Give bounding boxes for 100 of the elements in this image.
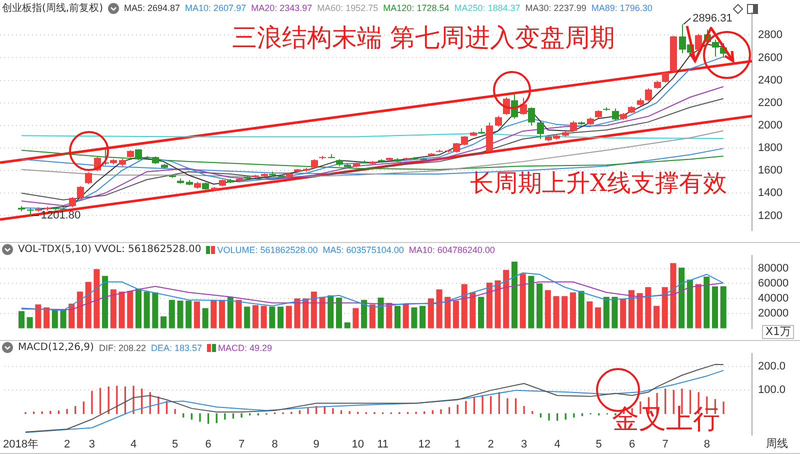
bar <box>294 298 300 328</box>
bar <box>620 299 626 328</box>
text: MA60: 1952.75 <box>317 3 378 13</box>
bar <box>536 283 543 328</box>
bar <box>44 307 50 328</box>
bar <box>110 289 116 328</box>
bar <box>278 306 284 328</box>
bar <box>236 300 242 328</box>
bar <box>68 304 75 328</box>
bar <box>411 307 418 328</box>
bar <box>127 290 134 328</box>
y-tick-label: 2600 <box>758 52 782 64</box>
text: DIF: 208.22 <box>98 342 146 352</box>
bar <box>612 296 618 328</box>
bar <box>394 306 400 328</box>
text: MA5: 2694.87 <box>124 3 180 13</box>
bar <box>645 287 652 328</box>
bar <box>720 286 726 328</box>
bar <box>486 282 492 328</box>
annotation: 金叉上行 <box>612 404 720 435</box>
y-tick-label: 2400 <box>758 74 782 86</box>
candlestick <box>85 172 92 185</box>
bar <box>603 296 610 328</box>
bar <box>160 316 167 328</box>
y-tick-label: 100.0 <box>758 384 786 396</box>
candlestick <box>537 122 544 140</box>
bar <box>695 284 702 328</box>
bar <box>319 296 326 328</box>
bar <box>704 276 710 328</box>
y-tick-label: 1600 <box>758 164 782 177</box>
candlestick <box>662 71 669 84</box>
text: MA250: 1884.37 <box>454 3 520 13</box>
bar <box>369 304 376 328</box>
chart-title: MACD(12,26,9) <box>18 342 94 353</box>
x-tick-label: 5 <box>172 438 178 450</box>
bar <box>452 300 459 328</box>
bar <box>511 262 518 328</box>
candlestick <box>69 196 76 208</box>
bar <box>470 292 476 328</box>
bar <box>544 290 551 328</box>
bar <box>553 296 560 328</box>
bar <box>402 304 409 328</box>
bar <box>528 276 534 328</box>
x-tick-label: 10 <box>352 438 364 450</box>
y-tick-label: 20000 <box>758 307 789 320</box>
bar <box>194 301 200 328</box>
bar <box>686 280 693 328</box>
bar <box>503 270 510 328</box>
text: MA5: 603575104.00 <box>322 244 404 254</box>
bar <box>352 308 359 328</box>
bar <box>76 292 83 328</box>
text: MA89: 1796.30 <box>591 3 652 13</box>
x-tick-label: 7 <box>238 438 245 450</box>
bar <box>628 290 634 328</box>
y-tick-label: 1200 <box>758 210 782 222</box>
y-tick-label: 200.0 <box>758 360 786 373</box>
candlestick <box>495 115 502 128</box>
bar <box>336 298 342 328</box>
chart-title: 创业板指(周线,前复权) <box>2 2 103 15</box>
y-tick-label: 40000 <box>758 292 789 304</box>
bar <box>286 306 292 328</box>
bar <box>578 290 584 328</box>
annotation: 2896.31 <box>692 12 732 24</box>
candlestick <box>712 39 719 58</box>
bar <box>420 306 426 328</box>
bar <box>428 298 434 328</box>
text: MA30: 2237.99 <box>525 3 586 13</box>
bar <box>636 293 643 328</box>
bar <box>310 292 317 328</box>
candlestick <box>645 88 652 102</box>
bar <box>444 296 451 328</box>
bar <box>436 289 442 328</box>
legend-label: MACD: 49.29 <box>218 342 272 352</box>
bar <box>670 263 676 328</box>
chart-title: VOL-TDX(5,10) VVOL: 561862528.00 <box>18 244 202 255</box>
candlestick <box>77 186 84 200</box>
annotation: 1201.80 <box>40 210 81 222</box>
bar <box>152 292 158 328</box>
y-axis-title: X1万 <box>762 325 794 339</box>
bar <box>260 306 267 328</box>
bar <box>244 306 250 328</box>
y-tick-label: 60000 <box>758 277 789 290</box>
bar <box>85 282 92 328</box>
y-tick-label: 1400 <box>758 187 782 200</box>
bar <box>94 269 100 328</box>
bar <box>186 300 192 328</box>
x-tick-label: 6 <box>629 438 636 450</box>
x-tick-label: 4 <box>130 438 137 450</box>
annotation: 三浪结构末端 第七周进入变盘周期 <box>232 23 615 52</box>
x-tick-label: 3 <box>521 438 528 450</box>
x-tick-label: 7 <box>662 438 668 450</box>
candlestick <box>612 108 619 121</box>
bar <box>662 287 668 328</box>
bar <box>386 302 392 328</box>
bar <box>269 306 276 328</box>
x-tick-label: 8 <box>272 438 278 450</box>
y-tick-label: 1800 <box>758 142 782 154</box>
text: DEA: 183.57 <box>150 342 202 352</box>
bar <box>678 268 685 328</box>
x-tick-label: 6 <box>205 438 212 450</box>
